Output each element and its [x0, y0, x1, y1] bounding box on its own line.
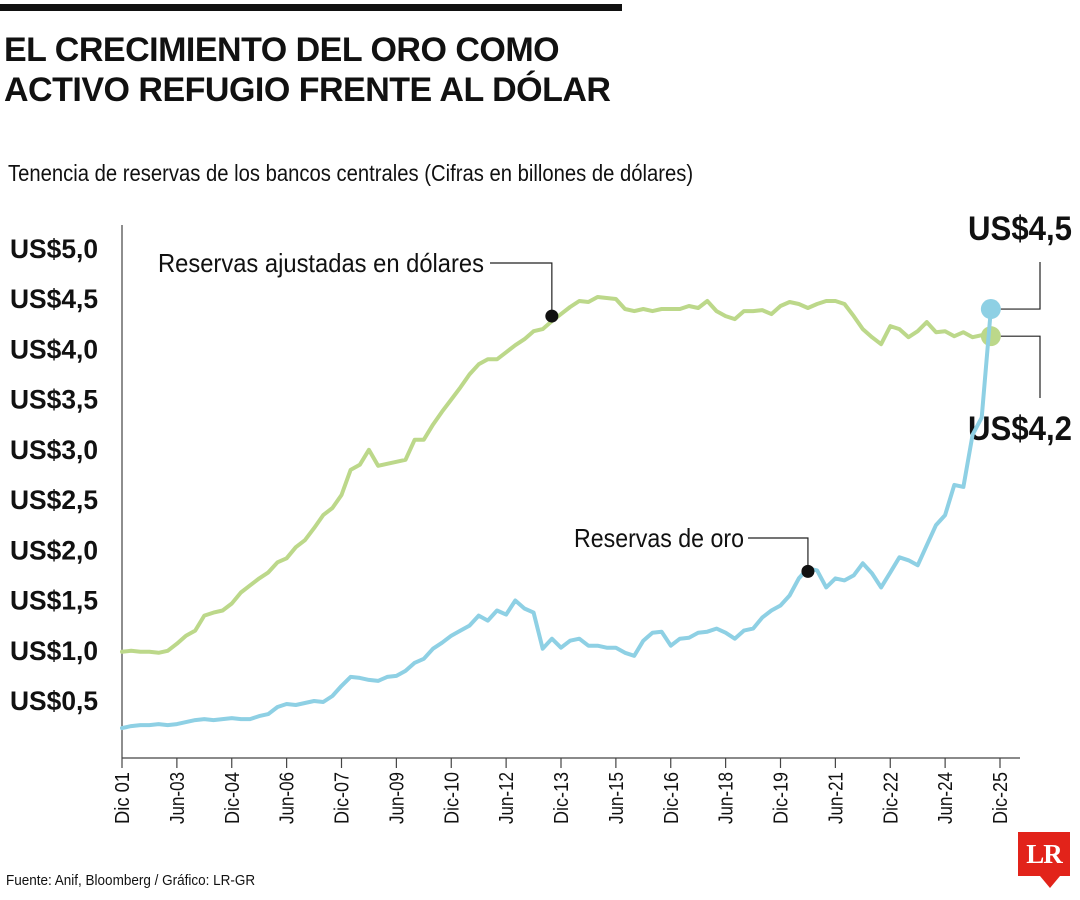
x-tick-label: Dic-22 [880, 772, 902, 824]
x-tick-label: Dic 01 [112, 772, 134, 824]
y-tick-label: US$3,0 [10, 435, 98, 465]
annotation-leader [748, 537, 809, 572]
y-tick-label: US$1,5 [10, 586, 98, 616]
chart-title: EL CRECIMIENTO DEL ORO COMO ACTIVO REFUG… [4, 30, 704, 110]
x-tick-label: Dic-19 [771, 772, 793, 824]
x-tick-label: Jun-06 [277, 772, 299, 824]
chart-subtitle: Tenencia de reservas de los bancos centr… [8, 160, 694, 186]
x-tick-label: Dic-07 [332, 772, 354, 824]
y-tick-label: US$3,5 [10, 385, 98, 415]
annotation-dot [801, 564, 815, 578]
annotation-leader [490, 262, 553, 317]
y-tick-label: US$5,0 [10, 234, 98, 264]
source-note: Fuente: Anif, Bloomberg / Gráfico: LR-GR [6, 872, 256, 889]
x-tick-label: Jun-21 [825, 772, 847, 824]
end-marker-reservas-oro [980, 299, 1001, 320]
end-value-label-oro: US$4,5 [968, 210, 1072, 248]
y-tick-label: US$2,0 [10, 535, 98, 565]
series-line-reservas-oro [120, 307, 993, 731]
title-line-1: EL CRECIMIENTO DEL ORO COMO [4, 31, 560, 69]
x-tick-label: Jun-18 [716, 772, 738, 824]
lr-logo-tail [1040, 876, 1060, 888]
x-tick-label: Dic-25 [990, 772, 1012, 824]
x-tick-label: Jun-03 [167, 772, 189, 824]
end-value-label-ajustadas: US$4,2 [968, 410, 1072, 448]
title-line-2: ACTIVO REFUGIO FRENTE AL DÓLAR [4, 71, 611, 109]
end-callout-leader [1000, 262, 1041, 310]
annotation-label-reservas-ajustadas: Reservas ajustadas en dólares [158, 248, 484, 278]
x-tick-label: Dic-16 [661, 772, 683, 824]
y-tick-label: US$4,5 [10, 284, 98, 314]
y-tick-label: US$1,0 [10, 636, 98, 666]
x-tick-label: Jun-15 [606, 772, 628, 824]
end-marker-reservas-ajustadas [980, 326, 1001, 347]
end-callout-leader [1000, 335, 1041, 398]
x-tick-label: Dic-04 [222, 772, 244, 824]
x-tick-label: Dic-10 [441, 772, 463, 824]
y-tick-label: US$0,5 [10, 686, 98, 716]
x-tick-label: Dic-13 [551, 772, 573, 824]
x-tick-label: Jun-12 [496, 772, 518, 824]
series-line-reservas-ajustadas [120, 295, 993, 655]
x-tick-label: Jun-09 [386, 772, 408, 824]
y-tick-label: US$2,5 [10, 485, 98, 515]
x-tick-label: Jun-24 [935, 772, 957, 824]
lr-logo: LR [1018, 832, 1070, 876]
annotation-label-reservas-oro: Reservas de oro [574, 523, 744, 553]
y-tick-label: US$4,0 [10, 334, 98, 364]
top-rule [0, 4, 622, 11]
annotation-dot [545, 309, 559, 323]
